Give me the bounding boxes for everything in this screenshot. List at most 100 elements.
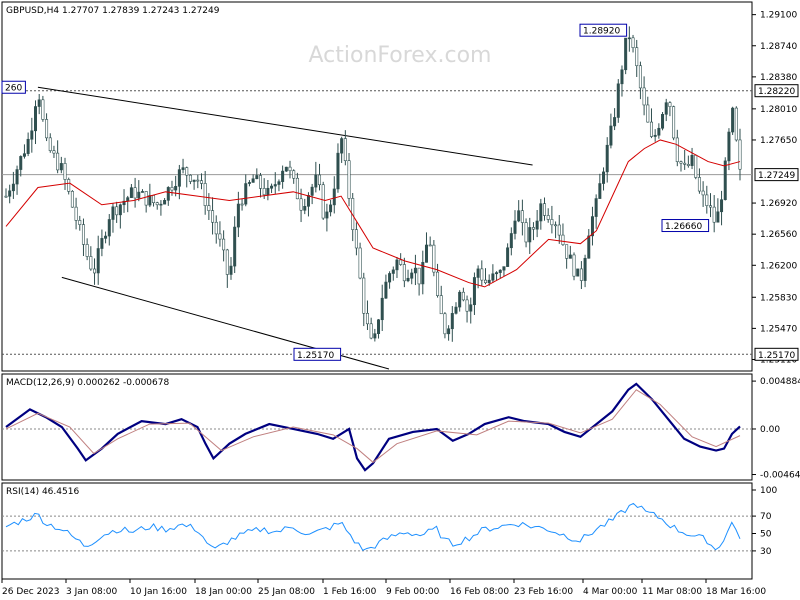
time-tick-label: 1 Feb 16:00 [323,587,377,597]
candle-body [259,175,263,189]
candle-body [111,206,115,220]
candle-body [270,185,274,189]
candle-body [192,179,196,182]
candle-body [67,179,71,192]
candle-body [288,166,292,172]
candle-body [395,259,399,271]
time-tick-label: 25 Jan 08:00 [258,587,315,597]
candle-body [118,204,122,216]
rsi-tick-label: 30 [760,547,772,557]
annotation-label: 1.26660 [665,222,702,232]
candle-body [480,268,484,281]
candle-body [177,169,181,187]
annotation-box [661,219,710,233]
rsi-panel-frame [1,482,753,580]
candle-body [225,249,229,275]
candle-body [41,99,45,120]
price-panel[interactable]: ActionForex.com 1.28920 1.26660 1.25170 260… [1,1,799,372]
level-price-label: 1.27249 [758,171,795,181]
candle-body [694,154,698,178]
macd-panel[interactable]: MACD(12,26,9) 0.000262 -0.000678 0.00488… [1,373,800,481]
price-tick-label: 1.25830 [760,293,797,303]
macd-tick-label: 0.00 [760,425,780,435]
candle-body [244,183,248,205]
candle-body [509,233,513,249]
candle-body [424,244,428,263]
candle-body [377,319,381,334]
macd-lines [5,382,741,472]
candle-body [391,269,395,274]
candle-body [472,277,476,306]
candle-body [679,161,683,164]
candle-body [513,220,517,234]
price-tick-label: 1.25470 [760,324,797,334]
candle-body [483,279,487,284]
candle-body [579,268,583,281]
candle-body [362,277,366,314]
candle-body [701,190,705,196]
time-tick-label: 18 Jan 00:00 [195,587,252,597]
macd-main-line [5,382,741,472]
time-tick-label: 26 Dec 2023 [2,587,60,597]
candle-body [447,328,451,335]
candle-body [81,224,85,245]
price-moving-average [5,139,741,288]
candle-body [188,174,192,182]
candle-body [539,203,543,222]
rsi-tick-label: 50 [760,530,772,540]
candle-body [203,183,207,206]
time-tick-label: 10 Jan 16:00 [130,587,187,597]
candle-body [107,219,111,237]
candle-body [148,195,152,206]
macd-tick-label: -0.004645 [760,471,800,481]
candle-body [543,203,547,216]
price-tick-label: 1.29100 [760,11,797,21]
rsi-panel[interactable]: RSI(14) 46.4516 100 70 50 30 [1,482,777,580]
macd-panel-frame [1,373,753,481]
candle-body [406,277,410,282]
candle-body [96,248,100,274]
candle-body [181,167,185,170]
candle-body [152,195,156,203]
candle-body [15,169,19,185]
candle-body [100,238,104,249]
candle-body [329,204,333,213]
candle-body [620,69,624,85]
candle-body [373,333,377,339]
candle-body [675,137,679,162]
candle-body [712,206,716,223]
candle-body [93,268,97,274]
candle-body [594,198,598,217]
rsi-tick-label: 70 [760,512,772,522]
candle-body [292,170,296,179]
candle-body [281,170,285,182]
candle-body [354,229,358,249]
candle-body [314,174,318,188]
candle-body [668,102,672,107]
time-axis: 26 Dec 2023 3 Jan 08:00 10 Jan 16:00 18 Jan… [1,579,766,597]
price-tick-label: 1.26200 [760,261,797,271]
candle-body [720,199,724,213]
candle-body [343,138,347,161]
candle-body [85,244,89,257]
candle-body [520,210,524,223]
candle-body [697,177,701,192]
candle-body [731,107,735,133]
candle-body [495,272,499,275]
candle-body [299,198,303,211]
candle-body [649,121,653,137]
candle-body [318,174,322,186]
candle-body [657,127,661,136]
candle-body [340,138,344,154]
candle-body [439,295,443,315]
candle-body [185,167,189,176]
price-tick-label: 1.26920 [760,199,797,209]
candle-body [734,107,738,141]
candle-body [321,184,325,219]
candle-body [458,291,462,308]
candle-body [487,279,491,284]
candle-body [240,203,244,206]
candle-body [727,131,731,162]
candle-body [436,271,440,296]
